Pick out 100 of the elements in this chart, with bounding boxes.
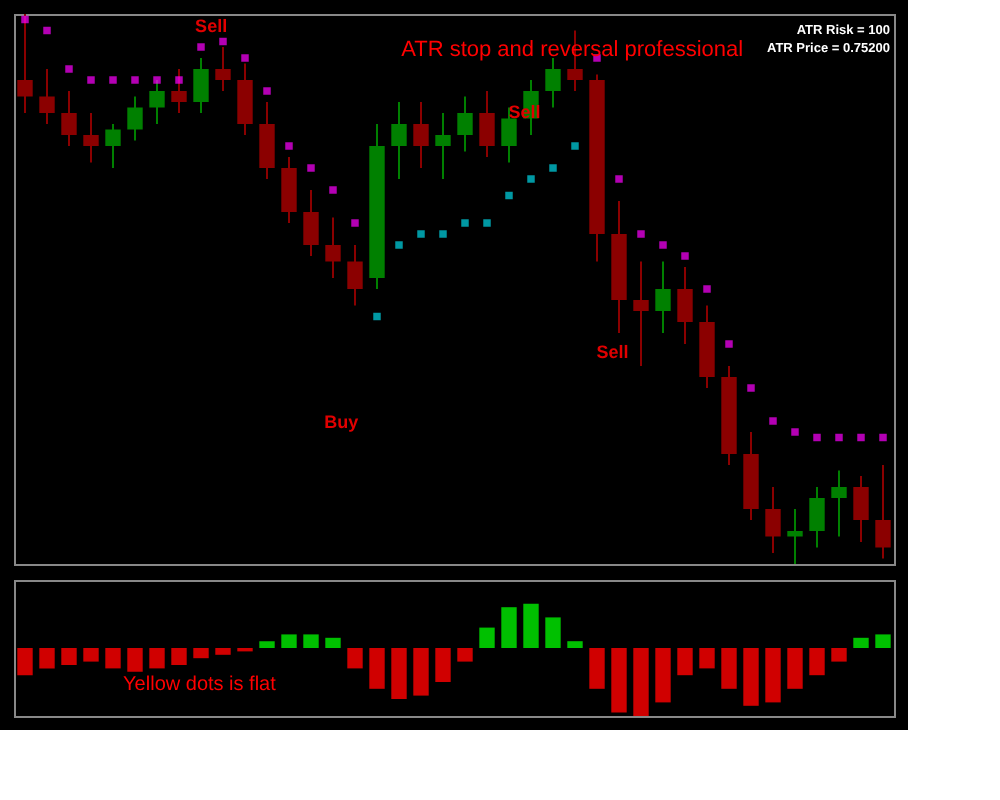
point [813, 433, 821, 442]
point [659, 241, 667, 249]
point [219, 37, 227, 46]
candlestick [281, 156, 297, 224]
candlestick [171, 68, 187, 114]
point [21, 15, 29, 24]
point [747, 384, 755, 392]
text: ATR stop and reversal professional [401, 38, 744, 62]
point [395, 241, 403, 249]
bar [875, 634, 891, 648]
point [725, 340, 733, 348]
point [197, 43, 205, 51]
bar [259, 641, 275, 648]
candlestick [413, 101, 429, 169]
point [131, 76, 139, 84]
candlestick [831, 469, 847, 538]
candlestick [83, 112, 99, 164]
point [417, 230, 425, 238]
point [549, 164, 557, 172]
bar [831, 648, 847, 662]
bar [39, 648, 55, 669]
candlestick [435, 112, 451, 180]
bar [413, 648, 429, 696]
annotation: Sell [195, 16, 228, 36]
annotation: Yellow dots is flat [123, 674, 277, 696]
annotation: Buy [324, 412, 359, 432]
annotation: Sell [596, 342, 629, 362]
point [505, 191, 513, 200]
bar [369, 648, 385, 689]
point [153, 76, 161, 84]
bar [545, 617, 561, 648]
bar [479, 627, 495, 648]
candlestick [655, 260, 671, 334]
candlestick [149, 79, 165, 125]
candlestick [875, 464, 891, 560]
point [681, 252, 689, 260]
bar [61, 648, 77, 665]
point [637, 230, 645, 238]
point [857, 433, 865, 442]
candlestick [853, 475, 869, 543]
bar [611, 648, 627, 713]
bar [589, 648, 605, 689]
bar [677, 648, 693, 676]
point [769, 417, 777, 425]
point [615, 175, 623, 183]
bar [787, 648, 803, 689]
candlestick [347, 244, 363, 307]
candlestick [787, 508, 803, 565]
candlestick [677, 266, 693, 345]
bar [347, 648, 363, 669]
candlestick [809, 486, 825, 549]
candlestick [105, 123, 121, 169]
bar [523, 603, 539, 648]
point [879, 433, 887, 442]
bar [633, 648, 649, 716]
bar [721, 648, 737, 689]
candlestick [17, 13, 33, 114]
candlestick [391, 101, 407, 180]
bar [457, 648, 473, 662]
point [65, 65, 73, 73]
point [835, 433, 843, 442]
point [329, 186, 337, 194]
candlestick [457, 95, 473, 153]
point [87, 76, 95, 84]
candlestick [215, 46, 231, 92]
candlestick [303, 189, 319, 257]
bar [83, 648, 99, 662]
bar [391, 648, 407, 699]
bar [743, 648, 759, 706]
bar [303, 634, 319, 648]
bar [853, 637, 869, 648]
bar [17, 648, 33, 676]
candlestick [237, 62, 253, 136]
candlestick [61, 90, 77, 147]
bar [171, 648, 187, 665]
candlestick [325, 216, 341, 279]
bar [501, 607, 517, 648]
bar [281, 634, 297, 648]
point [703, 285, 711, 293]
point [791, 428, 799, 436]
point [241, 54, 249, 62]
candlestick [39, 68, 55, 125]
point [307, 164, 315, 172]
bar [655, 648, 671, 703]
bar [105, 648, 121, 669]
point [109, 76, 117, 84]
point [351, 219, 359, 227]
bar [765, 648, 781, 703]
point [263, 87, 271, 95]
annotation: Sell [508, 102, 541, 122]
bar [567, 641, 583, 648]
candlestick [545, 57, 561, 109]
point [483, 219, 491, 227]
candlestick [127, 95, 143, 142]
candlestick [765, 486, 781, 554]
candlestick [633, 260, 649, 367]
bar [193, 648, 209, 659]
point [527, 175, 535, 183]
bar [699, 648, 715, 669]
point [461, 219, 469, 227]
